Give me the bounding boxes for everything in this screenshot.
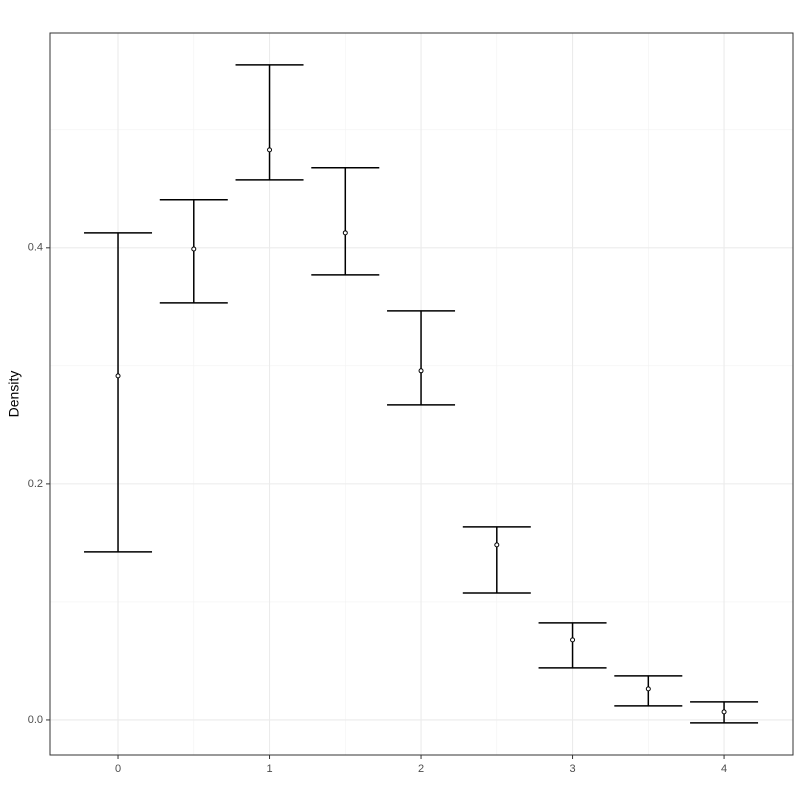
y-axis-label: Density [6, 371, 22, 418]
x-tick-label: 4 [721, 763, 727, 775]
point [267, 147, 273, 153]
x-tick-label: 1 [266, 763, 272, 775]
point [570, 637, 576, 643]
point [645, 686, 651, 692]
panel-border [49, 32, 794, 756]
y-tick-label: 0.4 [28, 242, 43, 254]
y-tick-label: 0.0 [28, 714, 43, 726]
x-tick-label: 3 [569, 763, 575, 775]
point [494, 542, 500, 548]
x-tick-label: 0 [115, 763, 121, 775]
point [418, 368, 424, 374]
y-tick-label: 0.2 [28, 478, 43, 490]
point [115, 373, 121, 379]
point [721, 709, 727, 715]
x-tick-label: 2 [418, 763, 424, 775]
point [191, 246, 197, 252]
point [342, 230, 348, 236]
